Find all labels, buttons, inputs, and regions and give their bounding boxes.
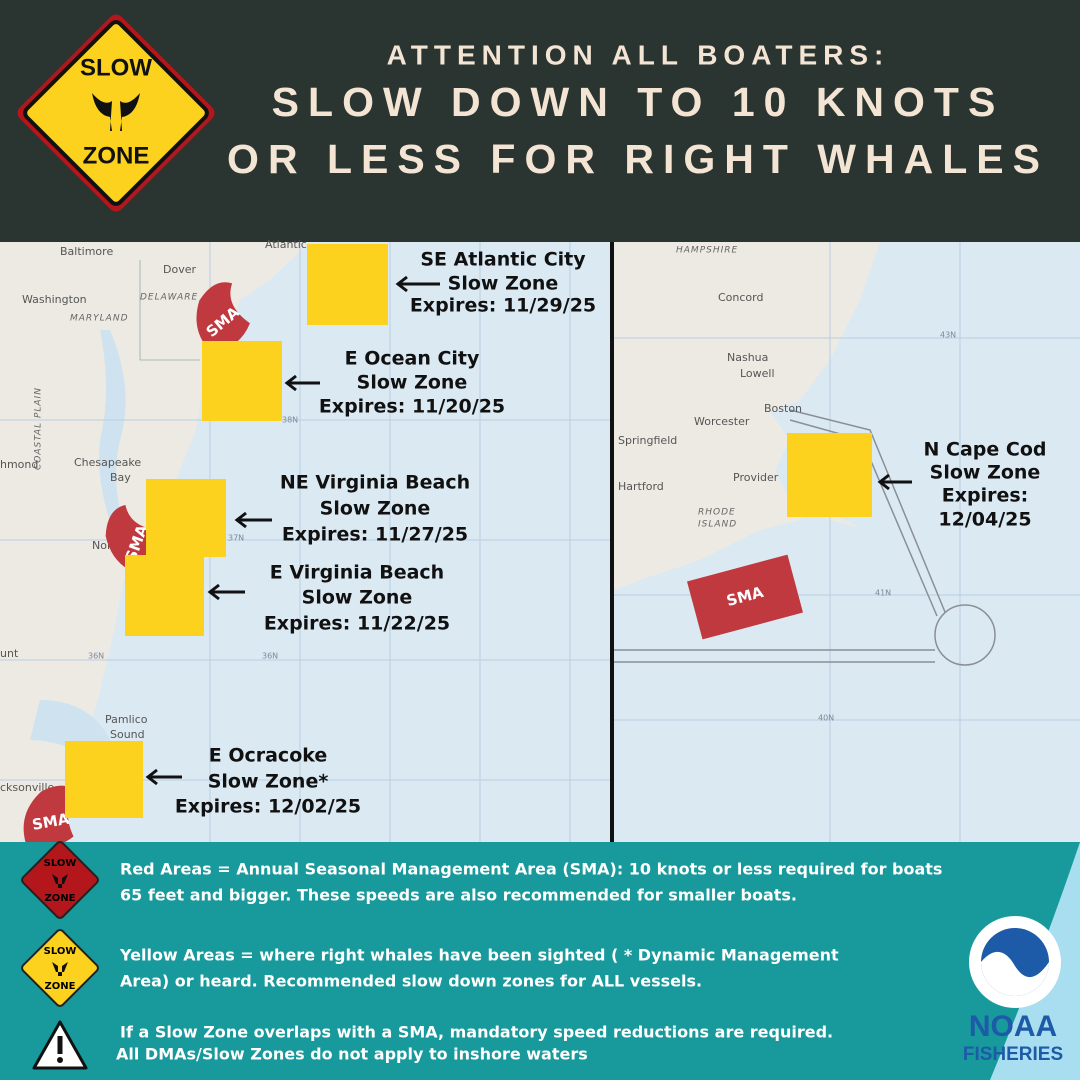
zone-label: Expires: 11/29/25: [410, 295, 596, 317]
place-label: Provider: [733, 471, 779, 484]
arrow: [207, 583, 245, 601]
grid-label: 36N: [262, 652, 278, 661]
sma-area: SMA: [23, 785, 79, 848]
legend-text: Yellow Areas = where right whales have b…: [119, 946, 839, 965]
place-label: Pamlico: [105, 713, 148, 726]
zone-label: Slow Zone: [448, 273, 559, 295]
legend-text: All DMAs/Slow Zones do not apply to insh…: [116, 1045, 588, 1064]
place-label: Nor: [92, 539, 112, 552]
place-label: Worcester: [694, 415, 750, 428]
title: SLOW DOWN TO 10 KNOTS: [272, 79, 1005, 125]
place-label: Hartford: [618, 480, 664, 493]
place-label: Sound: [110, 728, 145, 741]
title: OR LESS FOR RIGHT WHALES: [227, 136, 1049, 182]
sma-shape: [687, 554, 803, 640]
grid-label: 37N: [228, 534, 244, 543]
place-label: HAMPSHIRE: [676, 246, 738, 256]
place-label: Atlantic: [265, 238, 307, 251]
zone-label: 12/04/25: [938, 509, 1031, 531]
icon-text: ZONE: [45, 981, 76, 992]
legend-text: Area) or heard. Recommended slow down zo…: [120, 972, 702, 991]
map-right: [614, 242, 1080, 842]
place-label: cksonville: [0, 781, 55, 794]
sma-area: SMA: [687, 554, 803, 640]
zone-label: Expires: 11/20/25: [319, 396, 505, 418]
slow-zone: [146, 479, 226, 557]
arrow: [877, 473, 912, 491]
sma-shape: [23, 785, 79, 848]
slow-zone: [125, 555, 204, 636]
sign-text: SLOW: [80, 54, 152, 81]
zone-label: Slow Zone: [930, 462, 1041, 484]
grid-label: 38N: [282, 416, 298, 425]
place-label: Nashua: [727, 351, 768, 364]
arrow: [145, 768, 182, 786]
slow-zone: [307, 244, 388, 325]
sma-area: SMA: [196, 282, 250, 355]
grid-label: 40N: [818, 714, 834, 723]
slow-zone-sign: SLOW ZONE: [17, 14, 215, 212]
grid-label: 36N: [88, 652, 104, 661]
place-label: MARYLAND: [70, 314, 129, 324]
place-label: Concord: [718, 291, 763, 304]
place-label: Dover: [163, 263, 196, 276]
whale-tail: [92, 93, 140, 131]
place-label: unt: [0, 647, 19, 660]
zone-label: N Cape Cod: [924, 439, 1047, 461]
zone-label: SE Atlantic City: [420, 249, 586, 271]
sign-text: ZONE: [83, 142, 150, 169]
zone-label: Slow Zone: [302, 587, 413, 609]
zone-label: Expires:: [942, 485, 1029, 507]
legend-text: 65 feet and bigger. These speeds are als…: [120, 886, 797, 905]
place-label: COASTAL PLAIN: [34, 387, 44, 470]
map-left: [0, 242, 612, 842]
legend-text: Red Areas = Annual Seasonal Management A…: [120, 860, 942, 879]
warning-icon: [32, 1020, 88, 1070]
arrow: [234, 511, 272, 529]
icon-text: ZONE: [45, 893, 76, 904]
zones-layer: Baltimore Dover Washington DELAWARE MARYLAND…: [0, 238, 1047, 848]
zone-label: E Ocracoke: [209, 745, 328, 767]
grid-label: 43N: [940, 331, 956, 340]
arrow: [395, 275, 440, 293]
place-label: DELAWARE: [140, 293, 198, 303]
slow-zone: [65, 741, 143, 818]
place-label: Chesapeake: [74, 456, 141, 469]
place-label: Baltimore: [60, 245, 113, 258]
zone-label: Slow Zone*: [208, 771, 329, 793]
place-label: Springfield: [618, 434, 677, 447]
place-label: Bay: [110, 471, 131, 484]
zone-label: Slow Zone: [320, 498, 431, 520]
noaa-logo: NOAA FISHERIES: [963, 916, 1063, 1065]
zone-label: E Ocean City: [345, 348, 480, 370]
logo-name: NOAA: [969, 1010, 1057, 1043]
legend-text: If a Slow Zone overlaps with a SMA, mand…: [120, 1023, 833, 1042]
zone-label: Expires: 11/27/25: [282, 524, 468, 546]
icon-text: SLOW: [44, 946, 77, 957]
zone-label: E Virginia Beach: [270, 562, 444, 584]
place-label: Lowell: [740, 367, 775, 380]
slow-zone: [787, 433, 872, 517]
zone-label: Expires: 12/02/25: [175, 796, 361, 818]
zone-label: Slow Zone: [357, 372, 468, 394]
grid-label: 41N: [875, 589, 891, 598]
place-label: ISLAND: [698, 520, 737, 530]
zone-label: NE Virginia Beach: [280, 472, 470, 494]
slow-zone: [202, 341, 282, 421]
sma-shape: [196, 282, 250, 355]
legend-panel: SLOW ZONE SLOW ZONE Red Areas = Annual S…: [0, 841, 1080, 1080]
kicker: ATTENTION ALL BOATERS:: [387, 39, 890, 70]
place-label: RHODE: [698, 508, 736, 518]
place-label: Washington: [22, 293, 87, 306]
place-label: hmond: [0, 458, 38, 471]
icon-text: SLOW: [44, 858, 77, 869]
zone-label: Expires: 11/22/25: [264, 613, 450, 635]
logo-division: FISHERIES: [963, 1044, 1063, 1065]
arrow: [284, 374, 320, 392]
place-label: Boston: [764, 402, 802, 415]
